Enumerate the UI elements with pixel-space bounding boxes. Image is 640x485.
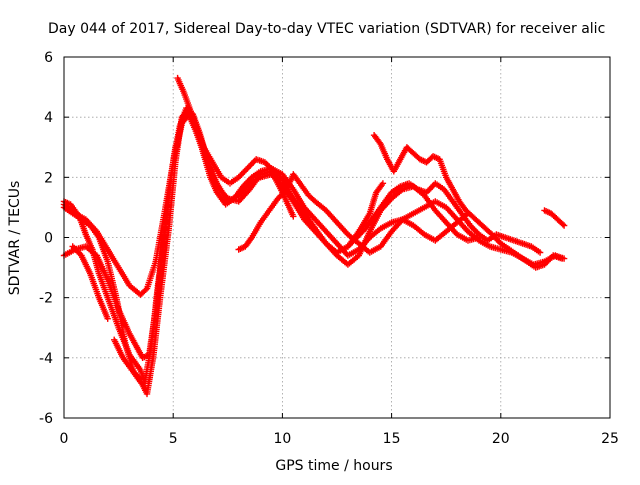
series-track-k	[541, 207, 568, 229]
x-tick-label: 0	[60, 431, 69, 447]
data-point-markers	[344, 180, 544, 256]
grid-layer	[64, 57, 610, 418]
x-tick-label: 10	[273, 431, 291, 447]
y-tick-label: 2	[44, 170, 53, 186]
data-point-markers	[370, 132, 566, 271]
y-tick-label: 0	[44, 231, 53, 247]
y-axis-label: SDTVAR / TECUs	[7, 181, 23, 296]
x-axis-label: GPS time / hours	[275, 458, 392, 474]
y-tick-label: 4	[44, 110, 53, 126]
x-tick-label: 5	[169, 431, 178, 447]
series-track-g	[174, 74, 483, 268]
data-point-markers	[111, 336, 144, 383]
x-tick-label: 20	[492, 431, 510, 447]
series-track-i	[370, 132, 566, 271]
y-tick-label: -4	[39, 351, 53, 367]
tick-labels-layer: 0 5 10 15 20 25 -6 -4 -2 0 2 4 6	[39, 50, 619, 447]
chart-title: Day 044 of 2017, Sidereal Day-to-day VTE…	[48, 21, 605, 37]
data-point-markers	[541, 207, 568, 229]
data-points-layer	[60, 74, 568, 398]
series-track-f	[111, 336, 144, 383]
data-point-markers	[69, 243, 111, 322]
x-tick-label: 25	[601, 431, 619, 447]
series-track-e	[69, 243, 111, 322]
x-tick-label: 15	[383, 431, 401, 447]
y-tick-label: -6	[39, 411, 53, 427]
series-track-j	[344, 180, 544, 256]
y-tick-label: -2	[39, 291, 53, 307]
y-tick-label: 6	[44, 50, 53, 66]
ticks-layer	[63, 56, 611, 419]
data-point-markers	[174, 74, 483, 268]
